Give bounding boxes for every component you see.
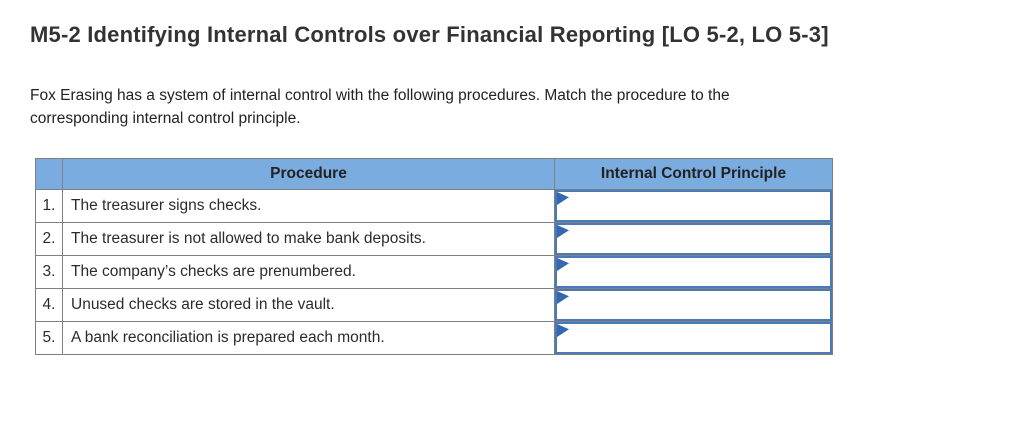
procedure-text: The company’s checks are prenumbered. [62,255,555,289]
row-number: 4. [35,288,63,322]
principle-dropdown-row3[interactable] [555,256,832,288]
table-row: 4. Unused checks are stored in the vault… [35,288,833,322]
table-row: 2. The treasurer is not allowed to make … [35,222,833,256]
question-instructions: Fox Erasing has a system of internal con… [30,87,730,127]
principle-dropdown-row4[interactable] [555,289,832,321]
column-header-principle: Internal Control Principle [554,158,833,190]
principle-answer-value [557,291,830,295]
procedure-text: A bank reconciliation is prepared each m… [62,321,555,355]
principle-answer-value [557,192,830,196]
principle-answer-cell [554,288,833,322]
principle-answer-cell [554,222,833,256]
principle-dropdown-row1[interactable] [555,190,832,222]
principle-answer-cell [554,255,833,289]
principle-answer-value [557,324,830,328]
principle-answer-cell [554,189,833,223]
table-row: 5. A bank reconciliation is prepared eac… [35,321,833,355]
row-number: 2. [35,222,63,256]
column-header-number [35,158,63,190]
matching-table: Procedure Internal Control Principle 1. … [35,158,833,355]
table-header-row: Procedure Internal Control Principle [35,158,833,190]
procedure-text: The treasurer is not allowed to make ban… [62,222,555,256]
procedure-text: The treasurer signs checks. [62,189,555,223]
column-header-procedure: Procedure [62,158,555,190]
table-row: 1. The treasurer signs checks. [35,189,833,223]
row-number: 3. [35,255,63,289]
principle-answer-cell [554,321,833,355]
principle-answer-value [557,258,830,262]
row-number: 1. [35,189,63,223]
page-title: M5-2 Identifying Internal Controls over … [30,22,829,47]
principle-dropdown-row5[interactable] [555,322,832,354]
row-number: 5. [35,321,63,355]
principle-answer-value [557,225,830,229]
table-row: 3. The company’s checks are prenumbered. [35,255,833,289]
procedure-text: Unused checks are stored in the vault. [62,288,555,322]
principle-dropdown-row2[interactable] [555,223,832,255]
